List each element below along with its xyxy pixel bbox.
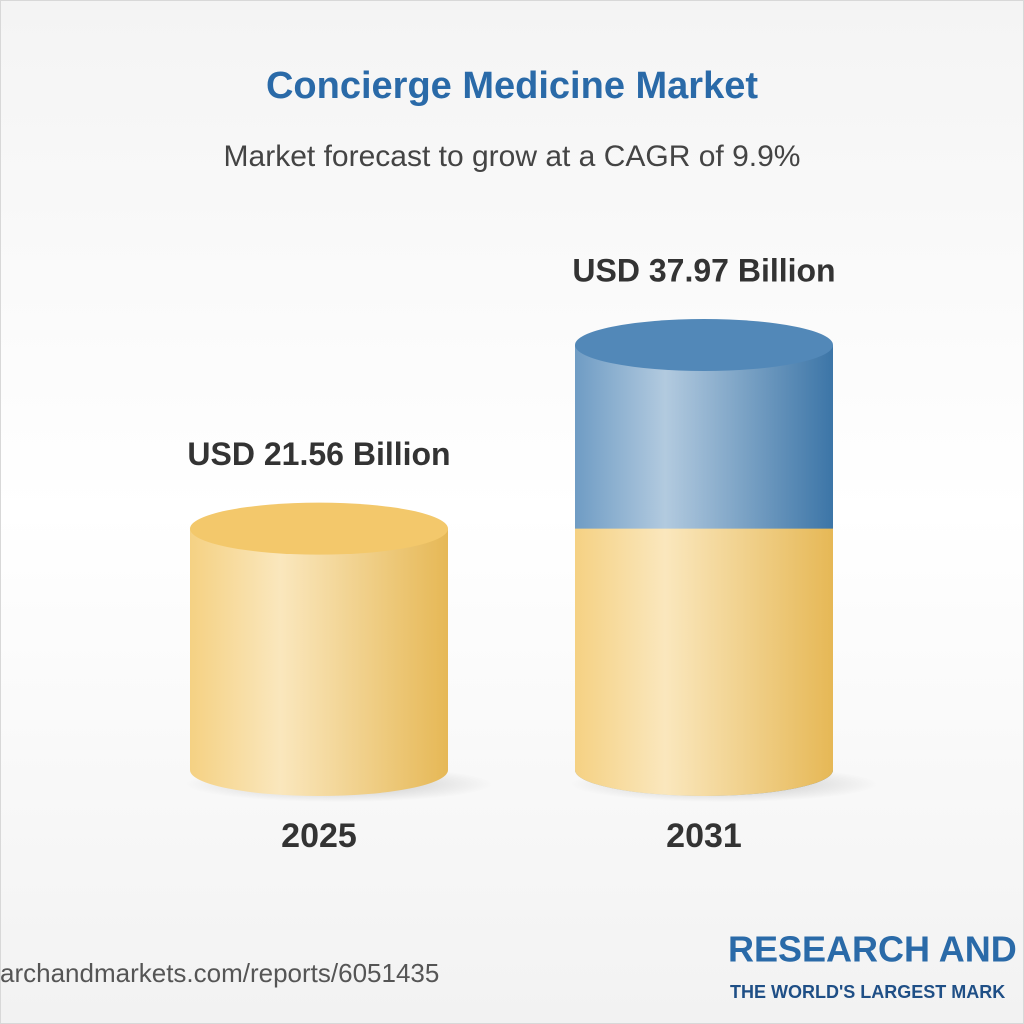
source-url: archandmarkets.com/reports/6051435 xyxy=(0,958,439,988)
value-label: USD 21.56 Billion xyxy=(187,436,450,472)
cylinder-top xyxy=(575,319,833,371)
chart-title: Concierge Medicine Market xyxy=(266,65,758,107)
cylinder-body xyxy=(575,528,833,796)
chart-subtitle: Market forecast to grow at a CAGR of 9.9… xyxy=(224,140,801,173)
category-label: 2025 xyxy=(281,817,357,855)
brand-tagline: THE WORLD'S LARGEST MARK xyxy=(730,982,1005,1002)
cylinder-top xyxy=(190,502,448,555)
value-label: USD 37.97 Billion xyxy=(572,252,835,288)
cylinder-body xyxy=(190,528,448,796)
brand-logo: RESEARCH AND xyxy=(728,929,1017,970)
category-label: 2031 xyxy=(666,817,742,855)
